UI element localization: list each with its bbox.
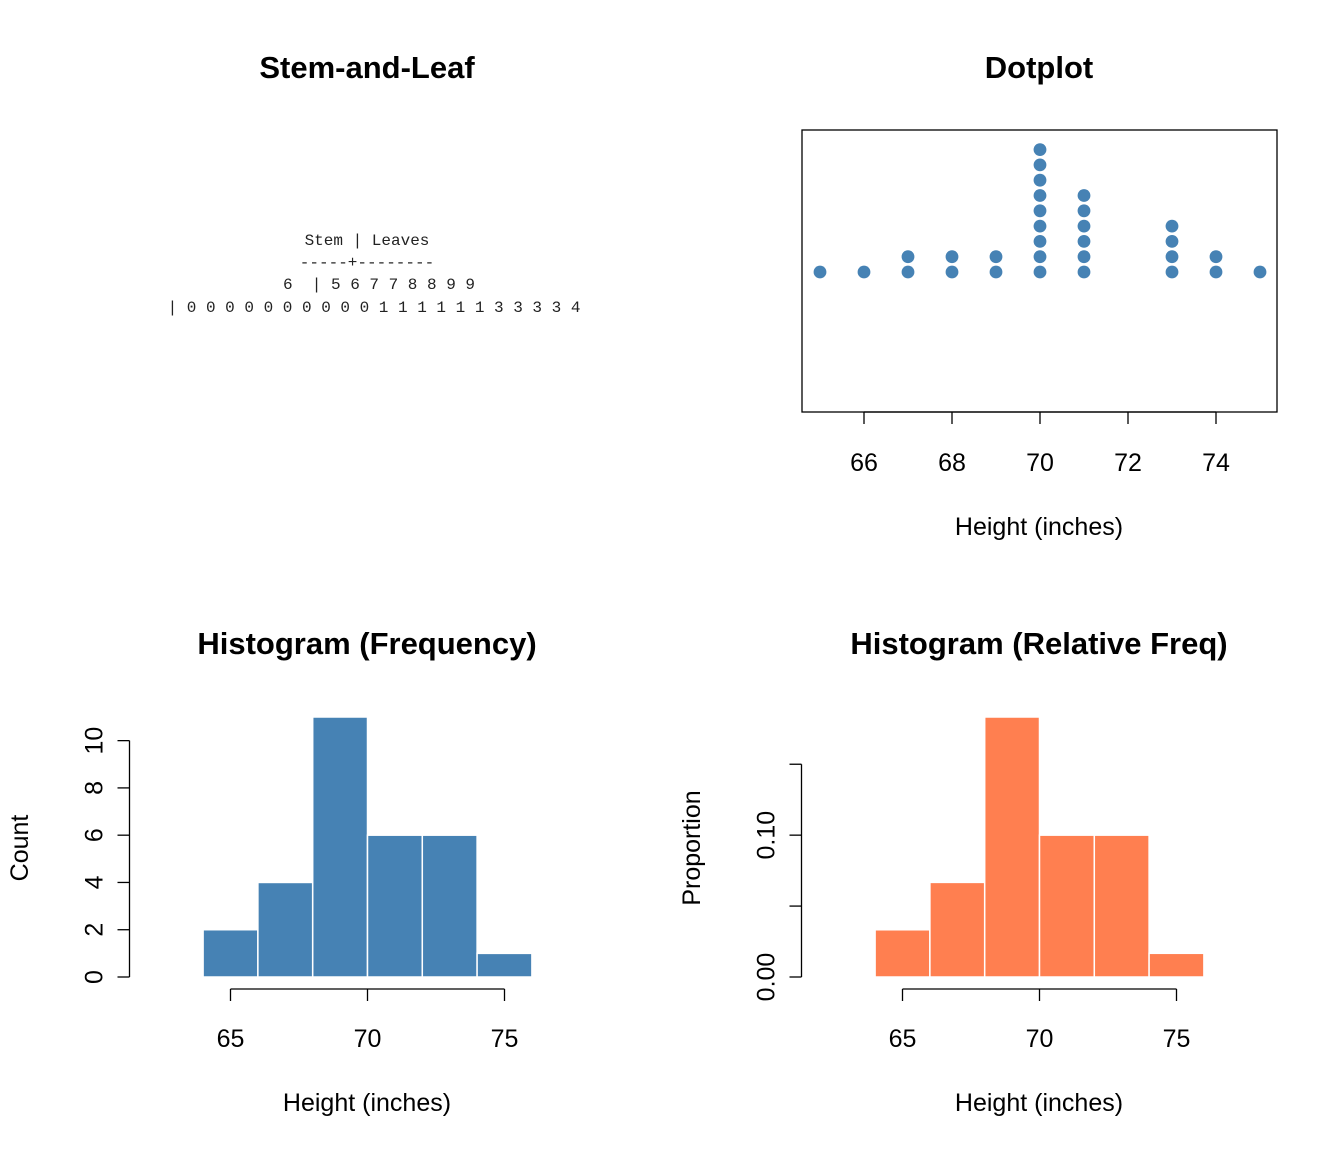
y-tick-label: 6	[81, 828, 109, 842]
dotplot-point	[1165, 235, 1179, 248]
histogram-bar	[366, 834, 424, 978]
histogram-bar	[202, 928, 259, 978]
dotplot-x-tick-label: 66	[850, 449, 878, 477]
dotplot-point	[945, 250, 959, 264]
stem-leaf-panel: Stem-and-Leaf Stem | Leaves -----+------…	[168, 50, 581, 317]
hist-freq-y-axis: 0 2 4 6 8 10	[81, 727, 131, 984]
stem-leaf-divider: -----+--------	[300, 254, 434, 272]
y-tick-label: 4	[81, 875, 109, 889]
hist-rel-y-axis: 0.00 0.10	[753, 763, 803, 1002]
histogram-bar	[929, 881, 986, 978]
dotplot-point	[1165, 250, 1179, 264]
dotplot-point	[1077, 204, 1091, 218]
x-tick-label: 75	[491, 1025, 519, 1053]
dotplot-point	[1077, 250, 1091, 264]
histogram-bar	[983, 716, 1041, 978]
dotplot-point	[1209, 250, 1223, 264]
histogram-bar	[311, 716, 369, 978]
dotplot-points	[813, 143, 1267, 279]
dotplot-point	[1033, 173, 1047, 187]
dotplot-title: Dotplot	[985, 50, 1093, 85]
y-tick-label: 0	[81, 970, 109, 984]
dotplot-point	[945, 265, 959, 279]
dotplot-point	[1033, 189, 1047, 202]
hist-rel-panel: Histogram (Relative Freq) 65 70 75 0.00 0.1…	[678, 626, 1228, 1117]
dotplot-point	[857, 265, 871, 279]
dotplot-point	[1077, 189, 1091, 202]
stem-leaf-header: Stem | Leaves	[305, 232, 430, 250]
hist-freq-title: Histogram (Frequency)	[197, 626, 536, 661]
dotplot-xlabel: Height (inches)	[955, 513, 1123, 541]
dotplot-x-tick-label: 68	[938, 449, 966, 477]
hist-freq-panel: Histogram (Frequency) 65 70 75 0 2 4 6 8 10 Hei…	[6, 626, 537, 1117]
stem-leaf-title: Stem-and-Leaf	[259, 50, 475, 85]
x-tick-label: 70	[1026, 1025, 1054, 1053]
x-tick-label: 70	[354, 1025, 382, 1053]
dotplot-point	[1253, 265, 1267, 279]
histogram-bar	[257, 881, 314, 978]
y-tick-label: 10	[81, 727, 109, 755]
dotplot-point	[813, 265, 827, 279]
dotplot-point	[1033, 204, 1047, 218]
dotplot-point	[1165, 265, 1179, 279]
dotplot-x-axis: 66 68 70 72 74	[850, 411, 1230, 477]
stem-leaf-row-7: | 0 0 0 0 0 0 0 0 0 0 1 1 1 1 1 1 3 3 3 …	[168, 299, 581, 317]
hist-freq-ylabel: Count	[6, 815, 34, 882]
dotplot-x-tick-label: 70	[1026, 449, 1054, 477]
hist-rel-x-axis: 65 70 75	[889, 988, 1191, 1053]
histogram-bar	[1148, 952, 1205, 978]
y-tick-label: 2	[81, 923, 109, 937]
histogram-bar	[874, 929, 931, 978]
dotplot-point	[1077, 235, 1091, 248]
histogram-bar	[476, 952, 533, 978]
x-tick-label: 75	[1163, 1025, 1191, 1053]
dotplot-point	[1165, 219, 1179, 233]
x-tick-label: 65	[217, 1025, 245, 1053]
stem-leaf-row-6: 6 | 5 6 7 7 8 8 9 9	[283, 276, 475, 294]
dotplot-panel: Dotplot 66 68 70 72 74 Height (inches)	[801, 50, 1278, 541]
y-tick-label: 0.00	[753, 953, 781, 1002]
dotplot-point	[989, 250, 1003, 264]
dotplot-point	[1077, 219, 1091, 233]
dotplot-point	[901, 265, 915, 279]
hist-rel-xlabel: Height (inches)	[955, 1089, 1123, 1117]
hist-freq-xlabel: Height (inches)	[283, 1089, 451, 1117]
dotplot-point	[989, 265, 1003, 279]
histogram-bar	[1038, 834, 1096, 978]
dotplot-point	[1077, 265, 1091, 279]
dotplot-point	[1209, 265, 1223, 279]
dotplot-point	[1033, 158, 1047, 172]
hist-rel-title: Histogram (Relative Freq)	[850, 626, 1227, 661]
dotplot-x-tick-label: 72	[1114, 449, 1142, 477]
hist-rel-ylabel: Proportion	[678, 790, 706, 905]
hist-freq-x-axis: 65 70 75	[217, 988, 519, 1053]
dotplot-point	[1033, 235, 1047, 248]
dotplot-point	[1033, 265, 1047, 279]
dotplot-point	[1033, 143, 1047, 157]
x-tick-label: 65	[889, 1025, 917, 1053]
y-tick-label: 8	[81, 781, 109, 795]
y-tick-label: 0.10	[753, 811, 781, 860]
dotplot-x-tick-label: 74	[1202, 449, 1230, 477]
histogram-bar	[421, 834, 478, 978]
hist-rel-bars	[874, 716, 1205, 978]
histogram-bar	[1093, 834, 1150, 978]
hist-freq-bars	[202, 716, 533, 978]
dotplot-point	[901, 250, 915, 264]
dotplot-point	[1033, 250, 1047, 264]
dotplot-point	[1033, 219, 1047, 233]
